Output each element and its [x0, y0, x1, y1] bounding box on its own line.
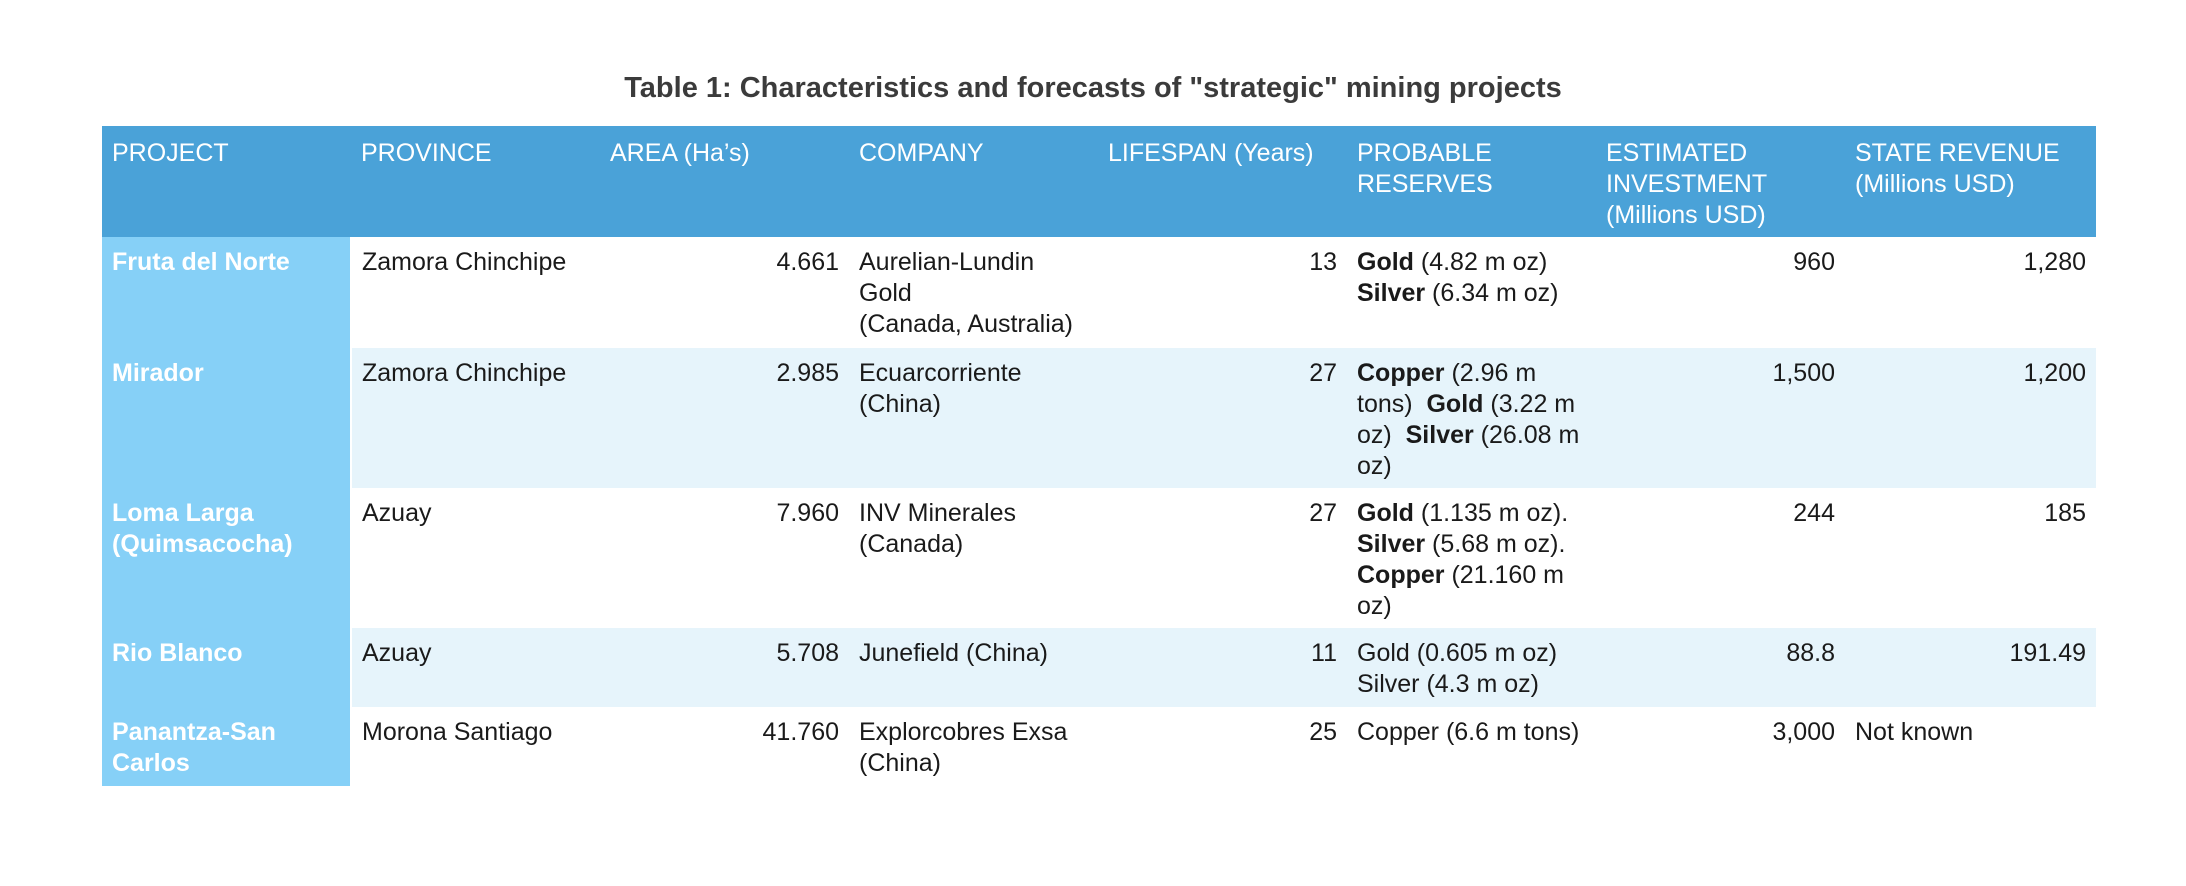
cell-investment: 3,000: [1596, 707, 1845, 786]
header-revenue-line: STATE REVENUE: [1855, 139, 2060, 167]
cell-project: Mirador: [102, 348, 352, 488]
cell-project: Rio Blanco: [102, 628, 352, 707]
cell-company: Explorcobres Exsa (China): [849, 707, 1098, 786]
cell-lifespan: 11: [1098, 628, 1347, 707]
cell-company: INV Minerales (Canada): [849, 488, 1098, 628]
header-reserves-line: RESERVES: [1357, 170, 1493, 198]
header-investment-line: (Millions USD): [1606, 201, 1766, 229]
header-revenue-line: (Millions USD): [1855, 170, 2015, 198]
cell-lifespan: 27: [1098, 348, 1347, 488]
cell-investment: 88.8: [1596, 628, 1845, 707]
cell-project: Panantza-San Carlos: [102, 707, 352, 786]
cell-province: Azuay: [351, 628, 600, 707]
reserve-metal: Gold: [1357, 248, 1414, 276]
mining-projects-table: PROJECT PROVINCE AREA (Ha’s) COMPANY LIF…: [102, 126, 2096, 786]
cell-revenue: 1,200: [1845, 348, 2096, 488]
cell-area: 4.661: [600, 237, 849, 348]
reserve-metal: Gold: [1426, 390, 1484, 418]
table-row: Panantza-San Carlos Morona Santiago 41.7…: [102, 707, 2096, 786]
company-name: Explorcobres Exsa: [859, 718, 1068, 746]
header-province: PROVINCE: [351, 126, 600, 237]
cell-revenue: 185: [1845, 488, 2096, 628]
company-country: (China): [859, 390, 941, 418]
header-row: PROJECT PROVINCE AREA (Ha’s) COMPANY LIF…: [102, 126, 2096, 237]
header-investment-line: INVESTMENT: [1606, 170, 1768, 198]
cell-lifespan: 27: [1098, 488, 1347, 628]
reserve-metal: Copper: [1357, 561, 1445, 589]
cell-lifespan: 25: [1098, 707, 1347, 786]
cell-revenue: 1,280: [1845, 237, 2096, 348]
cell-project: Fruta del Norte: [102, 237, 352, 348]
table-row: Fruta del Norte Zamora Chinchipe 4.661 A…: [102, 237, 2096, 348]
table-row: Rio Blanco Azuay 5.708 Junefield (China)…: [102, 628, 2096, 707]
header-investment: ESTIMATED INVESTMENT (Millions USD): [1596, 126, 1845, 237]
header-reserves-line: PROBABLE: [1357, 139, 1492, 167]
header-company: COMPANY: [849, 126, 1098, 237]
cell-area: 41.760: [600, 707, 849, 786]
reserve-metal: Silver: [1405, 421, 1474, 449]
cell-province: Morona Santiago: [351, 707, 600, 786]
reserve-amount: (4.82 m oz): [1413, 248, 1548, 276]
header-reserves: PROBABLE RESERVES: [1347, 126, 1596, 237]
cell-reserves: Gold (4.82 m oz) Silver (6.34 m oz): [1347, 237, 1596, 348]
cell-investment: 1,500: [1596, 348, 1845, 488]
reserve-amount: (6.34 m oz): [1425, 279, 1559, 307]
cell-reserves: Copper (2.96 m tons) Gold (3.22 m oz) Si…: [1347, 348, 1596, 488]
cell-area: 2.985: [600, 348, 849, 488]
reserve-metal: Silver: [1357, 530, 1426, 558]
header-lifespan: LIFESPAN (Years): [1098, 126, 1347, 237]
cell-province: Zamora Chinchipe: [351, 237, 600, 348]
header-investment-line: ESTIMATED: [1606, 139, 1748, 167]
company-country: (Canada, Australia): [859, 310, 1074, 338]
header-area: AREA (Ha’s): [600, 126, 849, 237]
table-row: Mirador Zamora Chinchipe 2.985 Ecuarcorr…: [102, 348, 2096, 488]
reserve-amount: (26.08 m oz): [1357, 421, 1587, 480]
company-name: INV Minerales: [859, 499, 1016, 527]
cell-reserves: Gold (1.135 m oz). Silver (5.68 m oz). C…: [1347, 488, 1596, 628]
header-project: PROJECT: [102, 126, 351, 237]
cell-reserves: Copper (6.6 m tons): [1347, 707, 1596, 786]
reserve-metal: Copper: [1357, 359, 1445, 387]
cell-company: Aurelian-Lundin Gold (Canada, Australia): [849, 237, 1098, 348]
cell-project: Loma Larga (Quimsacocha): [102, 488, 352, 628]
reserve-amount: (5.68 m oz).: [1425, 530, 1566, 558]
cell-area: 5.708: [600, 628, 849, 707]
reserve-metal: Gold: [1357, 499, 1414, 527]
table-row: Loma Larga (Quimsacocha) Azuay 7.960 INV…: [102, 488, 2096, 628]
reserve-amount: (21.160 m oz): [1357, 561, 1565, 620]
company-name: Ecuarcorriente: [859, 359, 1022, 387]
cell-province: Zamora Chinchipe: [351, 348, 600, 488]
cell-province: Azuay: [351, 488, 600, 628]
company-country: (China): [859, 749, 941, 777]
table-title: Table 1: Characteristics and forecasts o…: [624, 72, 1562, 104]
header-revenue: STATE REVENUE (Millions USD): [1845, 126, 2096, 237]
cell-revenue: 191.49: [1845, 628, 2096, 707]
reserve-line: Silver (4.3 m oz): [1357, 670, 1539, 698]
cell-revenue: Not known: [1845, 707, 2096, 786]
reserve-line: Gold (0.605 m oz): [1357, 639, 1558, 667]
cell-reserves: Gold (0.605 m oz) Silver (4.3 m oz): [1347, 628, 1596, 707]
cell-company: Junefield (China): [849, 628, 1098, 707]
reserve-amount: (3.22 m oz): [1357, 390, 1583, 449]
company-country: (Canada): [859, 530, 964, 558]
cell-area: 7.960: [600, 488, 849, 628]
cell-investment: 244: [1596, 488, 1845, 628]
cell-lifespan: 13: [1098, 237, 1347, 348]
reserve-amount: (2.96 m tons): [1357, 359, 1544, 418]
reserve-metal: Silver: [1357, 279, 1426, 307]
cell-company: Ecuarcorriente (China): [849, 348, 1098, 488]
cell-investment: 960: [1596, 237, 1845, 348]
reserve-amount: (1.135 m oz).: [1413, 499, 1569, 527]
company-name: Aurelian-Lundin Gold: [859, 248, 1035, 307]
